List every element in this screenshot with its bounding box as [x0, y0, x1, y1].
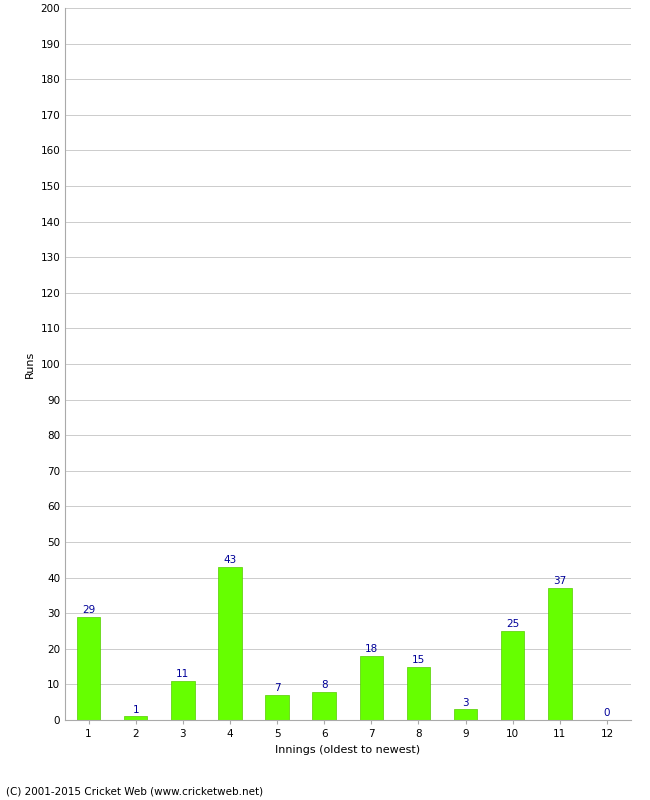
Text: 18: 18 — [365, 644, 378, 654]
Text: 3: 3 — [462, 698, 469, 707]
Bar — [359, 656, 383, 720]
Text: 25: 25 — [506, 619, 519, 630]
Bar — [171, 681, 194, 720]
Text: 43: 43 — [224, 555, 237, 565]
Y-axis label: Runs: Runs — [25, 350, 35, 378]
Text: 15: 15 — [412, 655, 425, 665]
Text: 7: 7 — [274, 683, 280, 694]
Text: 1: 1 — [133, 705, 139, 714]
Text: 37: 37 — [553, 577, 566, 586]
X-axis label: Innings (oldest to newest): Innings (oldest to newest) — [275, 745, 421, 754]
Bar — [407, 666, 430, 720]
Bar — [124, 717, 148, 720]
Bar — [501, 631, 525, 720]
Text: 0: 0 — [604, 708, 610, 718]
Text: 8: 8 — [321, 680, 328, 690]
Bar — [77, 617, 100, 720]
Bar — [454, 710, 477, 720]
Text: (C) 2001-2015 Cricket Web (www.cricketweb.net): (C) 2001-2015 Cricket Web (www.cricketwe… — [6, 786, 264, 796]
Bar — [265, 695, 289, 720]
Text: 11: 11 — [176, 669, 189, 679]
Bar — [218, 567, 242, 720]
Bar — [313, 691, 336, 720]
Text: 29: 29 — [82, 605, 95, 615]
Bar — [548, 588, 571, 720]
